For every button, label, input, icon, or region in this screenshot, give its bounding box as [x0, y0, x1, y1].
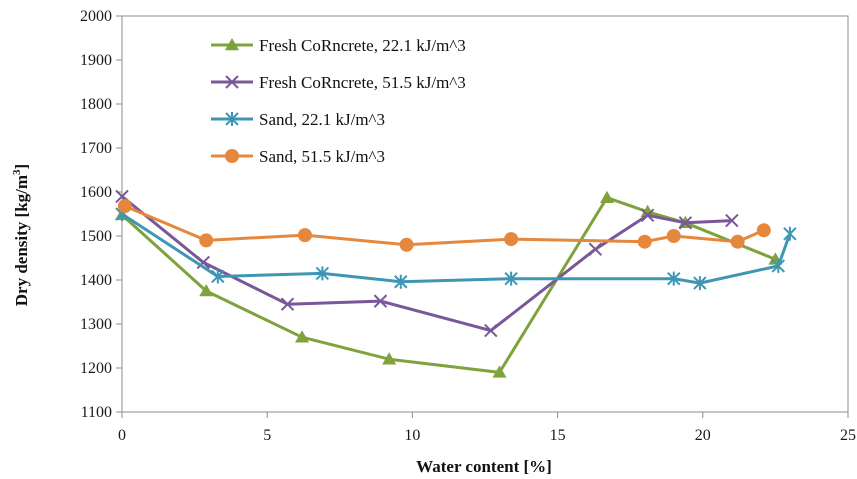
data-point-marker	[211, 269, 225, 284]
data-point-marker	[588, 242, 603, 256]
data-point-marker	[678, 216, 693, 230]
legend-entry-3: Sand, 22.1 kJ/m^3	[211, 110, 385, 129]
legend-label: Fresh CoRncrete, 51.5 kJ/m^3	[259, 73, 466, 92]
legend-entry-4: Sand, 51.5 kJ/m^3	[211, 147, 385, 166]
data-point-marker	[373, 294, 388, 308]
data-point-marker	[667, 271, 681, 286]
legend-entry-2: Fresh CoRncrete, 51.5 kJ/m^3	[211, 73, 466, 92]
legend: Fresh CoRncrete, 22.1 kJ/m^3 Fresh CoRncr…	[211, 36, 466, 166]
data-point-marker	[117, 199, 132, 214]
y-tick-label: 1200	[80, 360, 112, 377]
y-axis-title-sup: 3	[11, 169, 23, 175]
data-point-marker	[382, 352, 397, 365]
data-point-marker	[399, 237, 414, 252]
axis-ticks: 1100 1200 1300 1400 1500 1600 1700 1800 1900 2000…	[80, 8, 856, 444]
series-layer	[115, 189, 797, 378]
data-point-marker	[640, 208, 655, 223]
x-tick-label: 0	[118, 427, 126, 444]
legend-marker	[225, 75, 239, 89]
series-4	[117, 199, 771, 252]
y-tick-label: 1600	[80, 184, 112, 201]
y-tick-label: 1900	[80, 52, 112, 69]
data-point-marker	[394, 274, 408, 289]
legend-marker	[225, 112, 239, 126]
y-tick-label: 1300	[80, 316, 112, 333]
data-point-marker	[756, 223, 771, 238]
plot-area	[121, 15, 849, 413]
series-line	[120, 196, 776, 374]
data-point-marker	[666, 229, 681, 243]
data-point-marker	[199, 284, 214, 297]
legend-label: Sand, 51.5 kJ/m^3	[259, 147, 385, 166]
data-point-marker	[199, 233, 214, 248]
x-axis-title: Water content [%]	[416, 457, 552, 476]
data-point-marker	[693, 276, 707, 291]
x-tick-label: 5	[263, 427, 271, 444]
x-tick-label: 15	[550, 427, 566, 444]
data-point-marker	[730, 234, 745, 249]
data-point-marker	[484, 323, 498, 338]
data-point-marker	[783, 226, 797, 241]
data-point-marker	[297, 228, 312, 243]
y-tick-label: 1400	[80, 272, 112, 289]
data-point-marker	[504, 232, 519, 247]
x-tick-label: 25	[840, 427, 856, 444]
data-point-marker	[295, 330, 310, 343]
y-axis-title: Dry density [kg/m3]	[11, 164, 31, 306]
data-point-marker	[504, 271, 518, 286]
legend-marker	[225, 149, 239, 163]
data-point-marker	[492, 365, 507, 378]
y-tick-label: 1100	[81, 404, 112, 421]
data-point-marker	[637, 234, 652, 249]
legend-marker	[225, 38, 239, 51]
legend-label: Fresh CoRncrete, 22.1 kJ/m^3	[259, 36, 466, 55]
data-point-marker	[640, 204, 655, 218]
legend-entry-1: Fresh CoRncrete, 22.1 kJ/m^3	[211, 36, 466, 55]
x-tick-label: 10	[404, 427, 420, 444]
data-point-marker	[196, 255, 211, 270]
y-tick-label: 1700	[80, 140, 112, 157]
series-line	[121, 195, 732, 333]
y-axis-title-end: ]	[12, 164, 31, 170]
series-3	[115, 207, 797, 291]
y-tick-label: 2000	[80, 8, 112, 25]
x-tick-label: 20	[695, 427, 711, 444]
y-tick-label: 1800	[80, 96, 112, 113]
y-tick-label: 1500	[80, 228, 112, 245]
data-point-marker	[771, 258, 786, 273]
data-point-marker	[280, 297, 295, 311]
data-point-marker	[599, 190, 614, 203]
plot-border	[121, 15, 849, 413]
y-axis-title-main: Dry density [kg/m	[12, 175, 31, 306]
data-point-marker	[725, 213, 739, 228]
legend-label: Sand, 22.1 kJ/m^3	[259, 110, 385, 129]
data-point-marker	[315, 266, 330, 281]
series-2	[115, 189, 739, 338]
